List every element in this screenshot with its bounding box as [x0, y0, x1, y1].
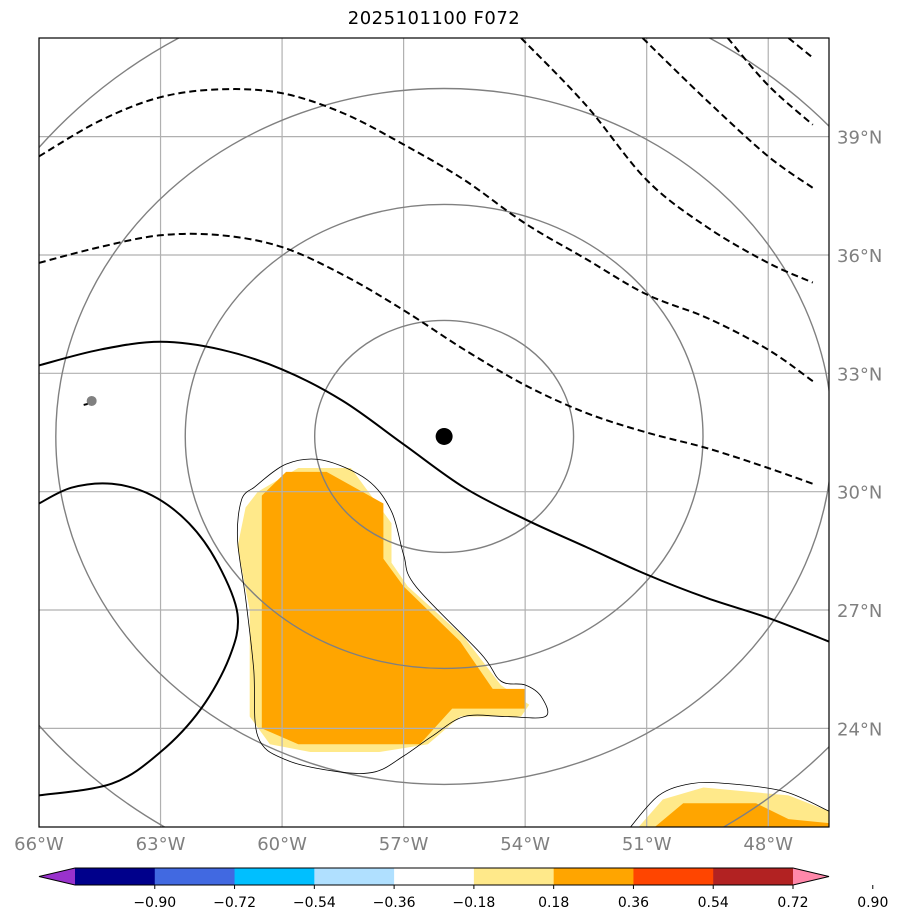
colorbar-label-6: 0.36: [618, 895, 649, 911]
range-ring-0: [313, 319, 575, 554]
small-marker: [86, 395, 97, 406]
colorbar-segment-8: [713, 868, 794, 885]
shaded-regions: [237, 468, 829, 827]
y-tick-label-5: 39°N: [837, 128, 882, 149]
colorbar-label-3: −0.36: [373, 895, 416, 911]
colorbar-segment-1: [154, 868, 236, 885]
dashed-contour-0: [39, 232, 814, 485]
x-tick-label-2: 60°W: [257, 834, 307, 855]
y-tick-labels: 24°N 27°N 30°N 33°N 36°N 39°N: [837, 128, 882, 741]
center-marker: [435, 427, 453, 445]
plot-frame: [38, 37, 830, 828]
colorbar-segment-3: [314, 868, 395, 885]
x-tick-label-3: 57°W: [379, 834, 429, 855]
colorbar-segment-0: [75, 868, 156, 885]
colorbar-label-0: −0.90: [133, 895, 176, 911]
gridlines: [39, 38, 829, 827]
colorbar-label-4: −0.18: [452, 895, 495, 911]
x-tick-label-5: 51°W: [622, 834, 672, 855]
dashed-contour-1: [39, 88, 814, 383]
solid-contour-1: [39, 482, 239, 797]
y-tick-label-4: 36°N: [837, 246, 882, 267]
y-tick-label-1: 27°N: [837, 601, 882, 622]
colorbar-label-9: 0.90: [857, 895, 888, 911]
chart-title: 2025101100 F072: [347, 8, 521, 29]
thin-contour-1: [630, 781, 829, 827]
range-ring-3: [39, 38, 829, 827]
colorbar-extend-high: [793, 868, 829, 885]
range-rings: [39, 38, 829, 827]
colorbar-label-5: 0.18: [538, 895, 569, 911]
colorbar-segment-5: [473, 868, 555, 885]
shaded-region-1: [261, 471, 526, 745]
markers: [83, 395, 453, 445]
x-tick-label-4: 54°W: [500, 834, 550, 855]
colorbar: −0.90 −0.72 −0.54 −0.36 −0.18 0.18 0.36 0.54 0.7…: [38, 867, 888, 911]
colorbar-segment-6: [553, 868, 634, 885]
thin-contour-0: [236, 458, 549, 774]
x-tick-label-6: 48°W: [743, 834, 793, 855]
y-tick-label-2: 30°N: [837, 483, 882, 504]
range-ring-1: [184, 203, 704, 670]
y-tick-label-0: 24°N: [837, 719, 882, 740]
colorbar-segment-4: [394, 868, 475, 885]
range-ring-2: [55, 87, 829, 785]
colorbar-extend-low: [39, 868, 75, 885]
y-tick-label-3: 33°N: [837, 364, 882, 385]
dashed-contour-3: [641, 38, 814, 189]
x-tick-label-1: 63°W: [136, 834, 186, 855]
colorbar-label-8: 0.72: [777, 895, 808, 911]
colorbar-label-2: −0.54: [293, 895, 336, 911]
colorbar-segment-2: [234, 868, 315, 885]
colorbar-label-1: −0.72: [213, 895, 256, 911]
small-marker-tail: [83, 402, 88, 406]
x-tick-labels: 66°W 63°W 60°W 57°W 54°W 51°W 48°W: [14, 834, 793, 855]
dashed-contour-4: [726, 38, 814, 126]
colorbar-label-7: 0.54: [698, 895, 729, 911]
x-tick-label-0: 66°W: [14, 834, 64, 855]
dashed-contour-5: [787, 38, 814, 59]
shaded-region-3: [654, 803, 829, 827]
contours: [39, 38, 829, 827]
solid-contour-0: [39, 340, 829, 643]
colorbar-segment-7: [633, 868, 714, 885]
colorbar-outline: [38, 867, 830, 886]
